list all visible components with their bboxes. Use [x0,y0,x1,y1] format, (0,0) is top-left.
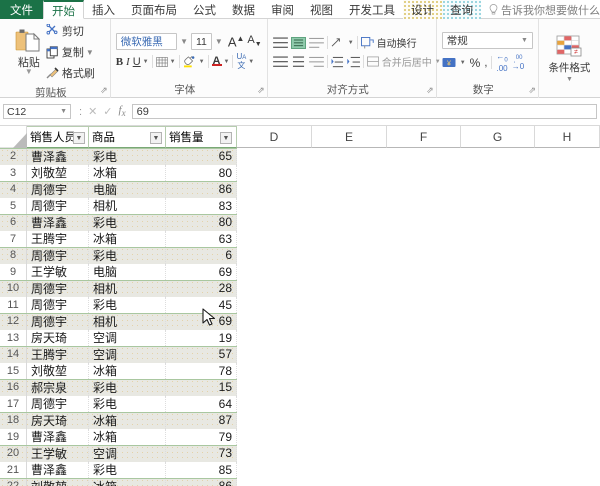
svg-text:¥: ¥ [447,60,451,67]
svg-text:≠: ≠ [575,49,579,56]
